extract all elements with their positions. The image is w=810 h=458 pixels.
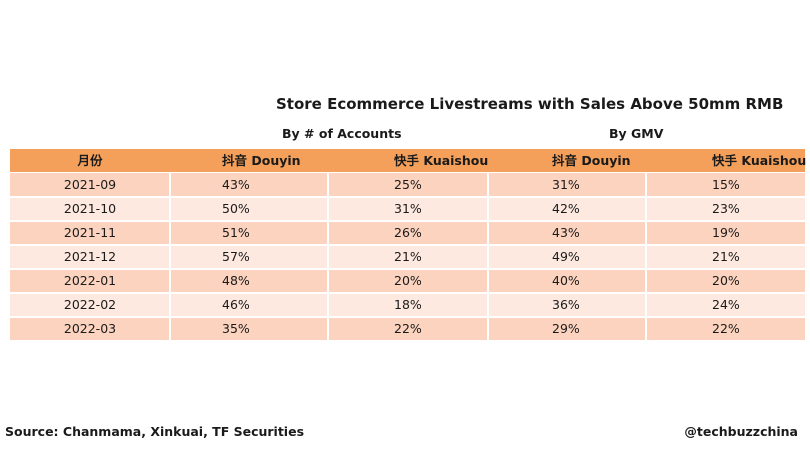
- cell-kuaishou-accounts: 22%: [328, 317, 488, 340]
- cell-kuaishou-gmv: 15%: [646, 173, 805, 196]
- row-divider: [10, 196, 805, 198]
- column-divider: [327, 173, 329, 341]
- cell-douyin-accounts: 46%: [170, 293, 328, 316]
- subtitle-accounts: By # of Accounts: [282, 126, 402, 141]
- cell-month: 2021-10: [10, 197, 170, 220]
- row-divider: [10, 268, 805, 270]
- cell-month: 2022-03: [10, 317, 170, 340]
- cell-kuaishou-gmv: 21%: [646, 245, 805, 268]
- cell-douyin-accounts: 50%: [170, 197, 328, 220]
- row-divider: [10, 292, 805, 294]
- row-divider: [10, 316, 805, 318]
- cell-douyin-accounts: 51%: [170, 221, 328, 244]
- brand-handle: @techbuzzchina: [684, 424, 798, 439]
- cell-douyin-gmv: 49%: [488, 245, 646, 268]
- column-divider: [169, 173, 171, 341]
- cell-kuaishou-accounts: 26%: [328, 221, 488, 244]
- cell-kuaishou-accounts: 31%: [328, 197, 488, 220]
- cell-kuaishou-accounts: 21%: [328, 245, 488, 268]
- header-cell-month: 月份: [10, 149, 170, 172]
- source-note: Source: Chanmama, Xinkuai, TF Securities: [5, 424, 305, 439]
- chart-title: Store Ecommerce Livestreams with Sales A…: [276, 95, 784, 113]
- cell-kuaishou-gmv: 23%: [646, 197, 805, 220]
- cell-kuaishou-accounts: 18%: [328, 293, 488, 316]
- cell-kuaishou-gmv: 24%: [646, 293, 805, 316]
- column-divider: [645, 173, 647, 341]
- cell-douyin-gmv: 42%: [488, 197, 646, 220]
- cell-kuaishou-accounts: 25%: [328, 173, 488, 196]
- column-divider: [487, 173, 489, 341]
- cell-month: 2021-11: [10, 221, 170, 244]
- cell-douyin-gmv: 43%: [488, 221, 646, 244]
- header-cell-kuaishou-accounts: 快手 Kuaishou: [328, 149, 488, 172]
- cell-month: 2021-09: [10, 173, 170, 196]
- cell-month: 2022-02: [10, 293, 170, 316]
- cell-douyin-accounts: 35%: [170, 317, 328, 340]
- cell-month: 2022-01: [10, 269, 170, 292]
- row-divider: [10, 244, 805, 246]
- cell-douyin-gmv: 36%: [488, 293, 646, 316]
- cell-douyin-gmv: 31%: [488, 173, 646, 196]
- cell-douyin-accounts: 57%: [170, 245, 328, 268]
- row-divider: [10, 220, 805, 222]
- cell-kuaishou-gmv: 20%: [646, 269, 805, 292]
- subtitle-gmv: By GMV: [609, 126, 664, 141]
- cell-kuaishou-gmv: 19%: [646, 221, 805, 244]
- header-cell-douyin-gmv: 抖音 Douyin: [488, 149, 646, 172]
- cell-kuaishou-accounts: 20%: [328, 269, 488, 292]
- cell-douyin-gmv: 40%: [488, 269, 646, 292]
- cell-kuaishou-gmv: 22%: [646, 317, 805, 340]
- cell-douyin-accounts: 43%: [170, 173, 328, 196]
- cell-month: 2021-12: [10, 245, 170, 268]
- cell-douyin-gmv: 29%: [488, 317, 646, 340]
- header-cell-kuaishou-gmv: 快手 Kuaishou: [646, 149, 806, 172]
- cell-douyin-accounts: 48%: [170, 269, 328, 292]
- header-cell-douyin-accounts: 抖音 Douyin: [170, 149, 328, 172]
